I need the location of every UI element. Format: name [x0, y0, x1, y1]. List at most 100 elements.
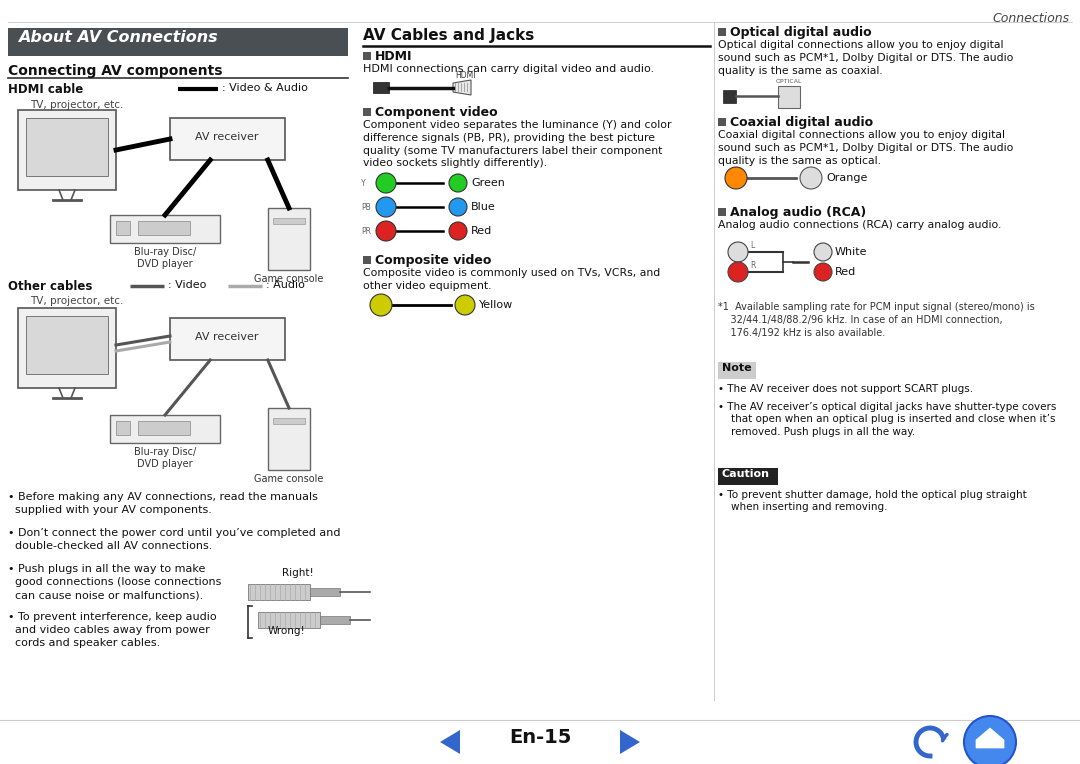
Text: L: L [750, 241, 754, 250]
Bar [268, 208, 310, 270]
Bar [8, 28, 348, 56]
Circle shape [814, 263, 832, 281]
Circle shape [376, 197, 396, 217]
Polygon shape [453, 80, 471, 95]
Circle shape [964, 716, 1016, 764]
Text: • The AV receiver does not support SCART plugs.: • The AV receiver does not support SCART… [718, 384, 973, 394]
Text: HDMI: HDMI [375, 50, 413, 63]
Text: Coaxial digital audio: Coaxial digital audio [730, 116, 873, 129]
Bar [310, 588, 340, 596]
Text: : Video & Audio: : Video & Audio [222, 83, 308, 93]
Circle shape [725, 167, 747, 189]
Text: Connections: Connections [993, 12, 1070, 25]
Bar [363, 108, 372, 116]
Text: Wrong!: Wrong! [268, 626, 306, 636]
Text: Red: Red [835, 267, 856, 277]
Text: Analog audio (RCA): Analog audio (RCA) [730, 206, 866, 219]
Bar [273, 218, 305, 224]
Bar [116, 221, 130, 235]
Text: Connecting AV components: Connecting AV components [8, 64, 222, 78]
Circle shape [376, 221, 396, 241]
Bar [718, 468, 778, 485]
Text: • To prevent shutter damage, hold the optical plug straight
    when inserting a: • To prevent shutter damage, hold the op… [718, 490, 1027, 513]
Text: • To prevent interference, keep audio
  and video cables away from power
  cords: • To prevent interference, keep audio an… [8, 612, 217, 649]
Text: Blu-ray Disc/
DVD player: Blu-ray Disc/ DVD player [134, 247, 197, 269]
Bar [723, 90, 735, 103]
Bar [718, 362, 756, 379]
Text: HDMI cable: HDMI cable [8, 83, 83, 96]
Bar [170, 118, 285, 160]
Text: Game console: Game console [254, 274, 324, 284]
Circle shape [370, 294, 392, 316]
Text: TV, projector, etc.: TV, projector, etc. [30, 100, 123, 110]
Text: Orange: Orange [826, 173, 867, 183]
Bar [273, 418, 305, 424]
Text: Optical digital audio: Optical digital audio [730, 26, 872, 39]
Bar [363, 52, 372, 60]
Text: Blu-ray Disc/
DVD player: Blu-ray Disc/ DVD player [134, 447, 197, 468]
Bar [373, 82, 389, 93]
Polygon shape [440, 730, 460, 754]
Bar [116, 421, 130, 435]
Text: HDMI: HDMI [455, 71, 475, 80]
Bar [778, 86, 800, 108]
Circle shape [800, 167, 822, 189]
Text: Green: Green [471, 178, 504, 188]
Bar [18, 110, 116, 190]
Text: • Before making any AV connections, read the manuals
  supplied with your AV com: • Before making any AV connections, read… [8, 492, 318, 515]
Bar [718, 208, 726, 216]
Bar [170, 318, 285, 360]
Bar [718, 118, 726, 126]
Text: R: R [750, 261, 755, 270]
Text: AV receiver: AV receiver [195, 132, 259, 142]
Text: Other cables: Other cables [8, 280, 93, 293]
Text: Red: Red [471, 226, 492, 236]
Polygon shape [976, 728, 1004, 748]
Text: Analog audio connections (RCA) carry analog audio.: Analog audio connections (RCA) carry ana… [718, 220, 1001, 230]
Circle shape [728, 262, 748, 282]
Text: Optical digital connections allow you to enjoy digital
sound such as PCM*1, Dolb: Optical digital connections allow you to… [718, 40, 1013, 76]
Text: Yellow: Yellow [480, 300, 513, 310]
Text: *1  Available sampling rate for PCM input signal (stereo/mono) is
    32/44.1/48: *1 Available sampling rate for PCM input… [718, 302, 1035, 338]
Text: Composite video is commonly used on TVs, VCRs, and
other video equipment.: Composite video is commonly used on TVs,… [363, 268, 660, 291]
Text: Component video separates the luminance (Y) and color
difference signals (PB, PR: Component video separates the luminance … [363, 120, 672, 168]
Text: About AV Connections: About AV Connections [18, 30, 218, 45]
Bar [138, 221, 190, 235]
Polygon shape [620, 730, 640, 754]
Text: • Don’t connect the power cord until you’ve completed and
  double-checked all A: • Don’t connect the power cord until you… [8, 528, 340, 551]
Circle shape [449, 222, 467, 240]
Text: Component video: Component video [375, 106, 498, 119]
Text: Y: Y [361, 179, 366, 187]
Circle shape [376, 173, 396, 193]
Bar [18, 308, 116, 388]
Bar [138, 421, 190, 435]
Bar [110, 215, 220, 243]
Circle shape [455, 295, 475, 315]
Bar [268, 408, 310, 470]
Text: • Push plugs in all the way to make
  good connections (loose connections
  can : • Push plugs in all the way to make good… [8, 564, 221, 601]
Circle shape [449, 198, 467, 216]
Text: • The AV receiver’s optical digital jacks have shutter-type covers
    that open: • The AV receiver’s optical digital jack… [718, 402, 1056, 437]
Bar [718, 28, 726, 36]
Text: AV receiver: AV receiver [195, 332, 259, 342]
Bar [320, 616, 350, 624]
Text: Composite video: Composite video [375, 254, 491, 267]
Text: Blue: Blue [471, 202, 496, 212]
Text: Coaxial digital connections allow you to enjoy digital
sound such as PCM*1, Dolb: Coaxial digital connections allow you to… [718, 130, 1013, 166]
Text: Game console: Game console [254, 474, 324, 484]
Text: PR: PR [361, 226, 372, 235]
Circle shape [728, 242, 748, 262]
Circle shape [449, 174, 467, 192]
Text: AV Cables and Jacks: AV Cables and Jacks [363, 28, 535, 43]
Text: En-15: En-15 [509, 728, 571, 747]
Text: PB: PB [361, 202, 370, 212]
Text: OPTICAL: OPTICAL [775, 79, 802, 84]
Text: Right!: Right! [282, 568, 314, 578]
Text: Caution: Caution [723, 469, 770, 479]
Bar [258, 612, 320, 628]
Bar [363, 256, 372, 264]
Text: Note: Note [723, 363, 752, 373]
Bar [110, 415, 220, 443]
Text: White: White [835, 247, 867, 257]
Text: : Video: : Video [168, 280, 206, 290]
